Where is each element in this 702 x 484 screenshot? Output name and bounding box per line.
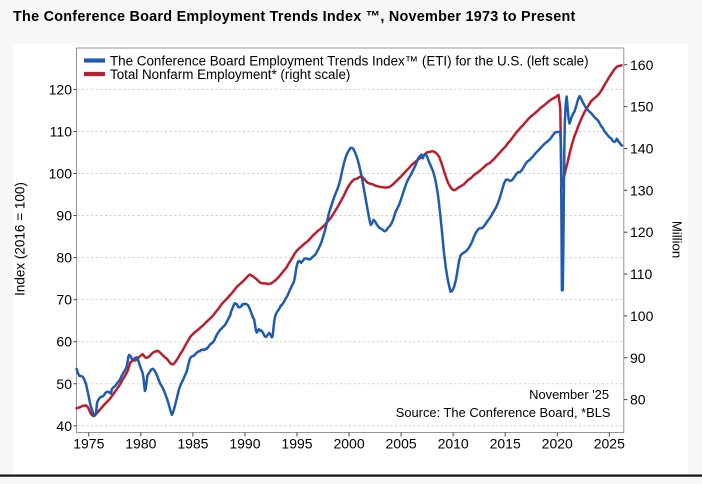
svg-text:80: 80 [630,392,646,408]
svg-text:Total Nonfarm Employment* (rig: Total Nonfarm Employment* (right scale) [110,67,350,82]
svg-text:70: 70 [56,292,72,308]
svg-text:100: 100 [630,308,654,324]
svg-text:90: 90 [630,350,646,366]
svg-text:100: 100 [49,166,73,182]
svg-text:150: 150 [630,99,654,115]
svg-text:90: 90 [56,208,72,224]
svg-text:Source: The Conference Board,: Source: The Conference Board, *BLS [396,405,611,420]
svg-text:60: 60 [56,334,72,350]
svg-text:The Conference Board Employmen: The Conference Board Employment Trends I… [110,54,589,69]
svg-text:1990: 1990 [229,436,260,452]
svg-text:2015: 2015 [490,436,521,452]
svg-text:120: 120 [630,224,654,240]
svg-text:80: 80 [56,250,72,266]
svg-text:1985: 1985 [177,436,208,452]
svg-text:2000: 2000 [333,436,364,452]
svg-text:130: 130 [630,182,654,198]
svg-text:120: 120 [49,81,73,97]
svg-text:160: 160 [630,57,654,73]
svg-text:2020: 2020 [542,436,573,452]
svg-text:50: 50 [56,376,72,392]
svg-text:110: 110 [630,266,653,282]
svg-text:November '25: November '25 [529,387,609,402]
svg-text:2025: 2025 [594,436,625,452]
svg-text:2010: 2010 [438,436,469,452]
svg-text:Index (2016 = 100): Index (2016 = 100) [13,182,28,296]
svg-text:40: 40 [56,418,72,434]
svg-text:The Conference Board Employmen: The Conference Board Employment Trends I… [13,9,576,25]
svg-text:1975: 1975 [73,436,104,452]
svg-text:1980: 1980 [125,436,156,452]
svg-text:1995: 1995 [281,436,312,452]
svg-text:140: 140 [630,141,654,157]
svg-text:Million: Million [670,221,685,258]
svg-text:2005: 2005 [386,436,417,452]
svg-text:110: 110 [50,123,73,139]
